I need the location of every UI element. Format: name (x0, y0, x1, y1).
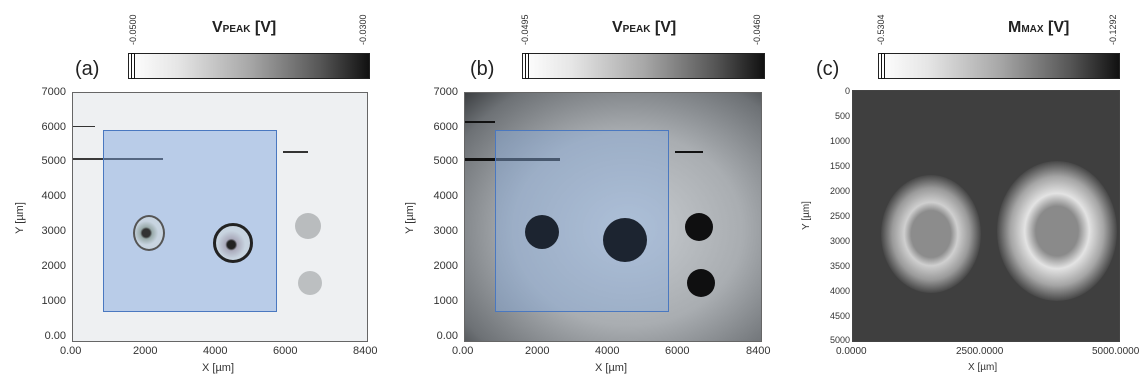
defect-spot (298, 271, 322, 295)
defect-spot (525, 215, 559, 249)
scan-image (72, 92, 368, 342)
x-axis-label: X [µm] (595, 362, 628, 374)
x-tick-label: 8400 (746, 345, 771, 357)
y-tick-label: 500 (834, 111, 850, 121)
defect-spot (997, 161, 1117, 301)
x-tick-label: 0.0000 (836, 346, 867, 357)
y-axis-label: Y [µm] (800, 201, 812, 230)
x-tick-label: 8400 (353, 345, 378, 357)
colorbar-min-label: -0.5304 (876, 14, 886, 45)
scan-image (464, 92, 762, 342)
x-tick-label: 0.00 (60, 345, 82, 357)
scratch (465, 121, 495, 123)
scratch (283, 151, 308, 153)
colorbar-marker (525, 53, 529, 79)
scratch (675, 151, 703, 153)
scratch (465, 158, 560, 161)
scratch (73, 158, 163, 160)
scan-region (495, 130, 669, 312)
y-tick-label: 3000 (829, 236, 850, 246)
colorbar-title: MMAX [V] (1008, 19, 1070, 36)
y-tick-label: 3000 (41, 225, 66, 237)
y-tick-label: 2000 (829, 186, 850, 196)
y-tick-label: 4000 (41, 190, 66, 202)
scan-image (852, 90, 1120, 342)
y-tick-label: 3000 (433, 225, 458, 237)
y-tick-label: 0 (844, 86, 850, 96)
colorbar-marker (881, 53, 885, 79)
colorbar-title: VPEAK [V] (612, 19, 677, 36)
y-tick-label: 4000 (433, 190, 458, 202)
x-tick-label: 5000.0000 (1092, 346, 1140, 357)
colorbar-max-label: -0.0300 (358, 14, 368, 45)
y-tick-label: 4500 (829, 311, 850, 321)
colorbar-marker (131, 53, 135, 79)
y-tick-label: 4000 (829, 286, 850, 296)
panel-label: (a) (75, 58, 100, 80)
defect-spot (295, 213, 321, 239)
colorbar-title: VPEAK [V] (212, 19, 277, 36)
y-tick-label: 1000 (433, 295, 458, 307)
panel-label: (b) (470, 58, 495, 80)
y-tick-label: 1000 (829, 136, 850, 146)
scratch (73, 126, 95, 127)
defect-spot (687, 269, 715, 297)
x-tick-label: 6000 (273, 345, 298, 357)
x-axis-label: X [µm] (968, 362, 998, 373)
y-tick-label: 1000 (41, 295, 66, 307)
y-tick-label: 5000 (829, 335, 850, 345)
panel-c: MMAX [V] -0.5304 -0.1292 (c) 0 500 1000 … (790, 0, 1148, 388)
x-tick-label: 6000 (665, 345, 690, 357)
defect-spot (133, 215, 165, 251)
y-tick-label: 6000 (41, 121, 66, 133)
y-tick-label: 3500 (829, 261, 850, 271)
colorbar (522, 53, 765, 79)
x-tick-label: 4000 (203, 345, 228, 357)
colorbar-max-label: -0.0460 (752, 14, 762, 45)
colorbar (128, 53, 370, 79)
y-tick-label: 0.00 (44, 330, 66, 342)
x-tick-label: 2000 (133, 345, 158, 357)
y-tick-label: 2000 (433, 260, 458, 272)
y-tick-label: 7000 (41, 86, 66, 98)
colorbar (878, 53, 1120, 79)
y-tick-label: 5000 (433, 155, 458, 167)
scan-region (103, 130, 277, 312)
panel-label: (c) (816, 58, 840, 80)
x-tick-label: 2500.0000 (956, 346, 1004, 357)
x-tick-label: 0.00 (452, 345, 474, 357)
y-tick-label: 6000 (433, 121, 458, 133)
defect-spot (685, 213, 713, 241)
y-axis-label: Y [µm] (13, 202, 26, 234)
colorbar-max-label: -0.1292 (1108, 14, 1118, 45)
x-axis-label: X [µm] (202, 362, 235, 374)
defect-spot (881, 175, 981, 293)
y-tick-label: 5000 (41, 155, 66, 167)
defect-spot (603, 218, 647, 262)
colorbar-min-label: -0.0495 (520, 14, 530, 45)
y-tick-label: 2500 (829, 211, 850, 221)
x-tick-label: 2000 (525, 345, 550, 357)
panel-b: VPEAK [V] -0.0495 -0.0460 (b) 7000 6000 … (390, 0, 775, 388)
panel-a: VPEAK [V] -0.0500 -0.0300 (a) 7000 6000 … (0, 0, 380, 388)
colorbar-min-label: -0.0500 (128, 14, 138, 45)
y-tick-label: 2000 (41, 260, 66, 272)
y-axis-label: Y [µm] (403, 202, 416, 234)
x-tick-label: 4000 (595, 345, 620, 357)
defect-spot (213, 223, 253, 263)
y-tick-label: 0.00 (436, 330, 458, 342)
y-tick-label: 7000 (433, 86, 458, 98)
y-tick-label: 1500 (829, 161, 850, 171)
